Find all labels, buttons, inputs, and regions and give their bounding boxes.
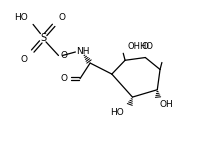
Text: O: O — [21, 55, 28, 64]
Text: OH: OH — [159, 100, 173, 109]
Text: S: S — [40, 33, 46, 43]
Text: OHHO: OHHO — [128, 42, 154, 51]
Text: NH: NH — [76, 47, 90, 56]
Text: O: O — [60, 74, 67, 83]
Text: O: O — [59, 13, 66, 22]
Text: O: O — [60, 51, 67, 60]
Text: HO: HO — [14, 13, 28, 22]
Text: HO: HO — [110, 108, 124, 117]
Text: O: O — [142, 42, 149, 51]
